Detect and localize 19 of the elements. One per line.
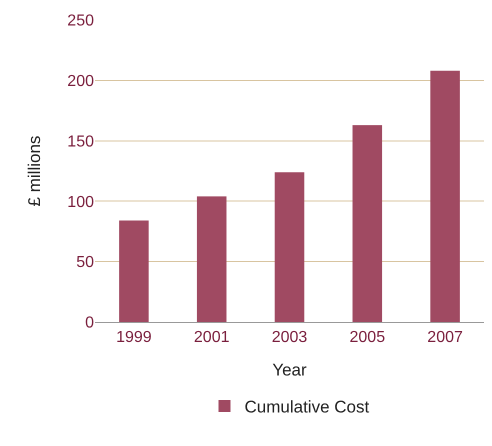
x-axis-title: Year xyxy=(272,360,308,380)
y-tick-label: 50 xyxy=(76,254,94,272)
y-tick-label: 250 xyxy=(67,12,94,30)
x-tick-label: 2003 xyxy=(272,329,308,346)
y-axis-title: £ millions xyxy=(24,136,44,206)
x-tick-label: 2005 xyxy=(350,329,386,346)
bar xyxy=(430,70,460,322)
bar xyxy=(352,125,382,322)
legend-label: Cumulative Cost xyxy=(244,398,370,417)
x-tick-label: 2007 xyxy=(427,329,463,346)
y-tick-label: 200 xyxy=(67,73,94,90)
y-tick-label: 0 xyxy=(85,314,94,332)
bar xyxy=(196,196,226,322)
y-tick-label: 100 xyxy=(67,194,94,211)
x-tick-label: 1999 xyxy=(116,329,152,346)
bar xyxy=(274,172,304,322)
x-tick-label: 2001 xyxy=(194,329,230,346)
y-tick-label: 150 xyxy=(67,133,94,150)
bar xyxy=(119,220,149,322)
